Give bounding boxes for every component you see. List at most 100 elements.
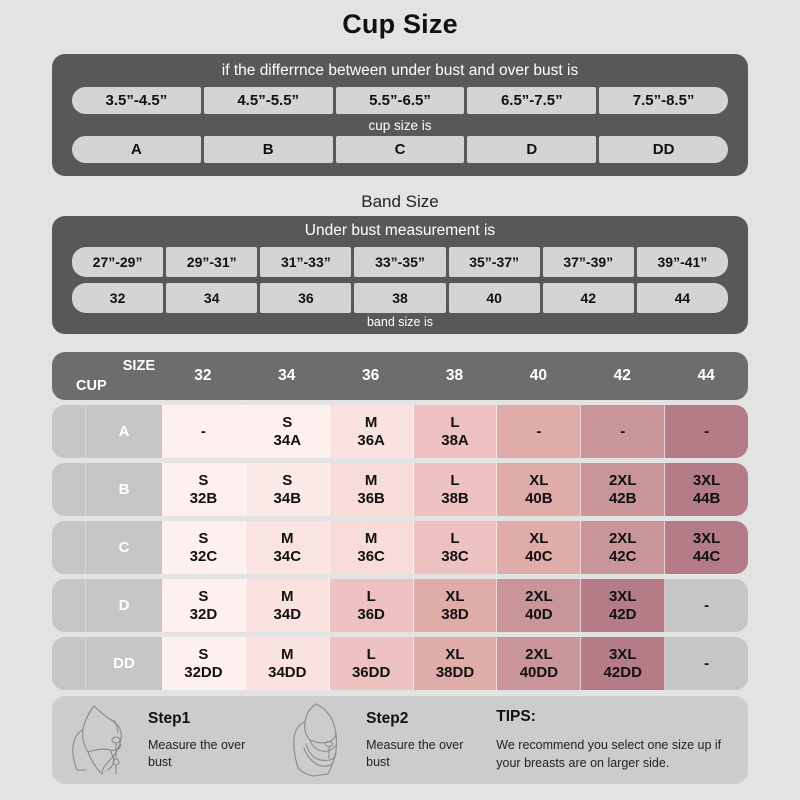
matrix-cell-B-40: XL 40B (497, 463, 582, 516)
matrix-cell-size-code: 40B (525, 489, 553, 507)
step2-title: Step2 (366, 709, 409, 727)
band-value-cell-0: 32 (72, 282, 164, 313)
matrix-cell-size-code: 32B (189, 489, 218, 507)
matrix-cell-C-38: L 38C (413, 521, 498, 574)
matrix-row: D S 32D M 34D L 36D XL 38D 2XL 40D 3XL 42D - (52, 579, 748, 632)
matrix-cell-size-code: 32D (189, 605, 218, 623)
matrix-cell-size-letter: L (450, 529, 460, 547)
matrix-cell-size-letter: M (281, 645, 294, 663)
matrix-cell-D-36: L 36D (329, 579, 414, 632)
cup-letter-cell-4: DD (599, 136, 728, 163)
matrix-cell-size-letter: - (704, 596, 710, 614)
band-range-cell-3: 33”-35” (354, 246, 446, 277)
matrix-cell-B-32: S 32B (162, 463, 246, 516)
matrix-cell-size-code: 36DD (351, 663, 391, 681)
matrix-cell-size-code: 36D (357, 605, 385, 623)
size-matrix: SIZE CUP 32 34 36 38 40 42 44 A - S 34A M 36A L 38A - -… (52, 352, 748, 690)
matrix-cell-size-letter: XL (529, 471, 549, 489)
band-range-cell-2: 31”-33” (260, 246, 352, 277)
band-size-caption-bottom: band size is (366, 314, 433, 329)
matrix-cell-D-34: M 34D (245, 579, 330, 632)
cup-size-panel: if the differrnce between under bust and… (52, 54, 748, 176)
step2-desc: Measure the over bust (366, 737, 464, 769)
matrix-cell-A-38: L 38A (413, 405, 498, 458)
matrix-cell-size-code: 40C (525, 547, 553, 565)
tips-desc: We recommend you select one size up if y… (496, 738, 722, 770)
matrix-cell-size-code: 38A (441, 431, 469, 449)
band-size-heading: Band Size (361, 192, 439, 211)
matrix-cell-size-letter: M (364, 471, 378, 489)
matrix-header-row: SIZE CUP 32 34 36 38 40 42 44 (52, 352, 748, 400)
matrix-cell-size-code: 34C (273, 547, 302, 565)
cup-range-cell-4: 7.5”-8.5” (599, 86, 728, 114)
matrix-cell-DD-36: L 36DD (329, 637, 414, 690)
matrix-row: B S 32B S 34B M 36B L 38B XL 40B 2XL 42B 3XL 44B (52, 463, 748, 516)
matrix-cell-size-code: 34DD (268, 663, 307, 681)
band-size-range-row: 27”-29” 29”-31” 31”-33” 33”-35” 35”-37” 37”-3… (72, 246, 728, 277)
matrix-cell-C-36: M 36C (329, 521, 414, 574)
matrix-column-header-44: 44 (697, 367, 715, 384)
matrix-cell-C-40: XL 40C (497, 521, 582, 574)
matrix-cell-C-42: 2XL 42C (581, 521, 666, 574)
matrix-cell-B-42: 2XL 42B (581, 463, 666, 516)
matrix-cell-size-code: 38D (441, 605, 469, 623)
matrix-cell-size-letter: L (366, 645, 376, 663)
tips-block: TIPS: We recommend you select one size u… (474, 708, 736, 772)
matrix-cup-label-B: B (85, 463, 162, 516)
matrix-cell-size-letter: S (198, 471, 209, 489)
band-range-cell-5: 37”-39” (542, 246, 634, 277)
cup-letter-cell-3: D (467, 136, 597, 163)
cup-size-range-row: 3.5”-4.5” 4.5”-5.5” 5.5”-6.5” 6.5”-7.5” 7.5”… (72, 86, 728, 114)
matrix-cup-label-A: A (85, 405, 162, 458)
matrix-corner-size-label: SIZE (122, 358, 155, 374)
matrix-cell-size-letter: - (536, 422, 542, 440)
cup-size-caption-top: if the differrnce between under bust and… (221, 62, 579, 79)
matrix-cell-size-letter: M (364, 529, 378, 547)
band-value-cell-5: 42 (542, 282, 634, 313)
matrix-cell-C-44: 3XL 44C (665, 521, 748, 574)
matrix-cell-size-letter: 3XL (608, 645, 637, 663)
matrix-cell-A-42: - (581, 405, 666, 458)
page-title: Cup Size (342, 9, 458, 39)
matrix-cell-A-32: - (162, 405, 246, 458)
matrix-cell-size-letter: 2XL (525, 645, 553, 663)
cup-letter-cell-2: C (335, 136, 465, 163)
matrix-cell-size-letter: S (198, 645, 209, 663)
matrix-cell-B-44: 3XL 44B (665, 463, 748, 516)
step2-block: Step2 Measure the over bust (256, 700, 474, 780)
matrix-cell-size-letter: XL (529, 529, 549, 547)
matrix-corner-cup-label: CUP (76, 378, 107, 394)
matrix-cell-size-letter: 3XL (692, 471, 721, 489)
matrix-cell-A-40: - (497, 405, 582, 458)
matrix-cell-B-38: L 38B (413, 463, 498, 516)
band-value-cell-3: 38 (354, 282, 446, 313)
cup-letter-cell-1: B (203, 136, 333, 163)
matrix-cell-size-code: 42C (608, 547, 637, 565)
matrix-cell-size-letter: 2XL (608, 529, 637, 547)
matrix-cell-size-letter: XL (445, 587, 465, 605)
band-value-cell-6: 44 (636, 282, 728, 313)
matrix-cell-size-letter: M (281, 529, 294, 547)
matrix-cell-size-letter: - (704, 422, 710, 440)
tips-panel: Step1 Measure the over bust (52, 696, 748, 784)
matrix-cell-D-38: XL 38D (413, 579, 498, 632)
matrix-cell-size-letter: L (450, 413, 460, 431)
matrix-cell-size-letter: S (282, 413, 293, 431)
band-range-cell-4: 35”-37” (448, 246, 540, 277)
matrix-row-pad (52, 521, 85, 574)
matrix-cell-A-36: M 36A (329, 405, 414, 458)
matrix-cell-size-code: 34D (273, 605, 302, 623)
cup-range-cell-3: 6.5”-7.5” (467, 86, 597, 114)
cup-letter-cell-0: A (72, 136, 201, 163)
cup-size-caption-mid: cup size is (368, 117, 432, 133)
band-range-cell-6: 39”-41” (636, 246, 728, 277)
matrix-cell-size-letter: S (198, 529, 209, 547)
band-value-cell-4: 40 (448, 282, 540, 313)
matrix-cell-size-code: 42DD (603, 663, 642, 681)
band-size-value-row: 32 34 36 38 40 42 44 (72, 282, 728, 313)
band-size-caption-top: Under bust measurement is (304, 222, 496, 239)
matrix-cell-size-letter: - (704, 654, 710, 672)
matrix-cell-DD-34: M 34DD (245, 637, 330, 690)
cup-range-cell-1: 4.5”-5.5” (203, 86, 333, 114)
matrix-cup-label-D: D (85, 579, 162, 632)
